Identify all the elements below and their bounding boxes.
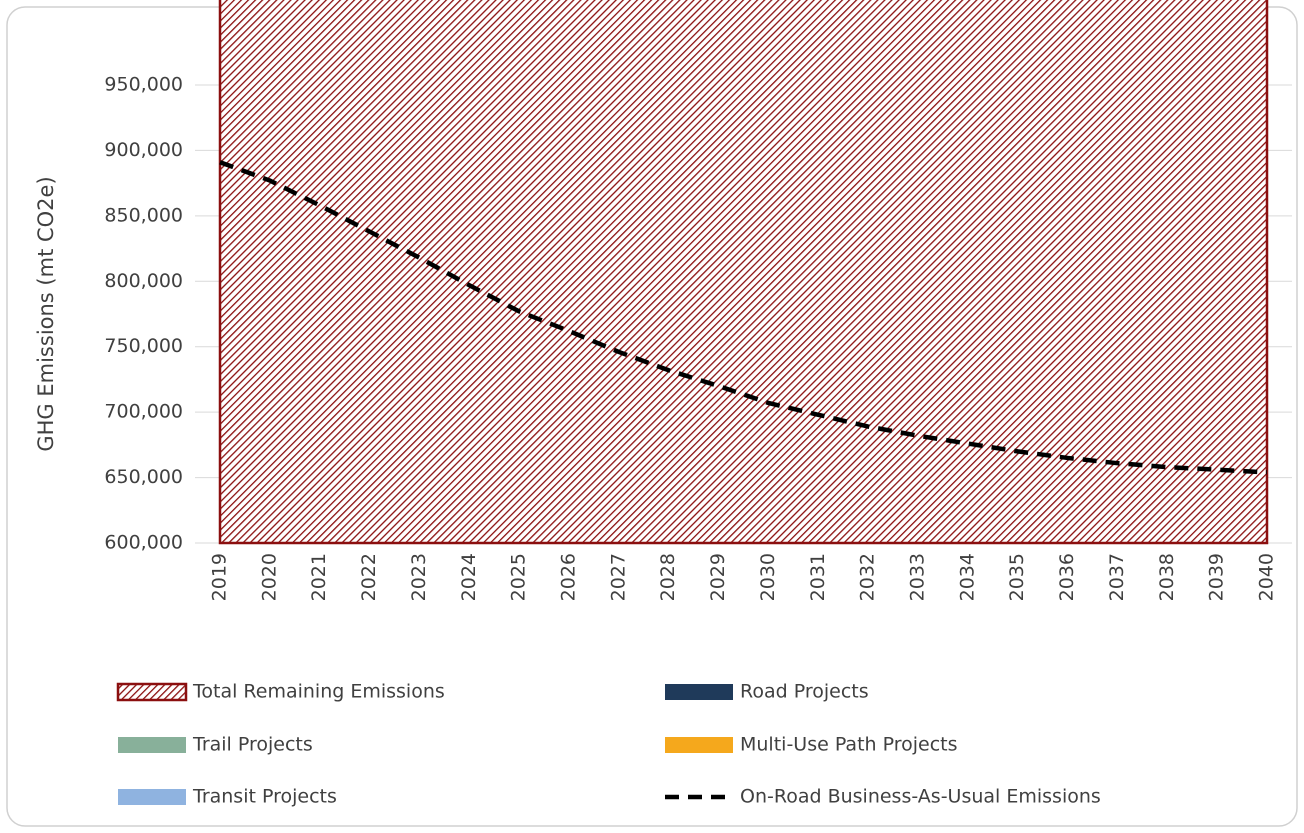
legend-label: Road Projects — [740, 681, 869, 703]
y-axis-title: GHG Emissions (mt CO2e) — [34, 176, 58, 451]
legend-swatch — [118, 737, 186, 753]
y-tick-label: 650,000 — [104, 466, 183, 488]
x-tick-label: 2040 — [1256, 553, 1278, 601]
line-5 — [219, 160, 1268, 475]
x-tick-label: 2032 — [857, 553, 879, 601]
x-tick-label: 2037 — [1106, 553, 1128, 601]
area-0 — [218, 0, 1269, 545]
x-tick-label: 2020 — [258, 553, 280, 601]
x-tick-label: 2023 — [408, 553, 430, 601]
legend-label: Total Remaining Emissions — [192, 681, 445, 703]
legend-swatch — [665, 737, 733, 753]
y-tick-label: 900,000 — [104, 139, 183, 161]
x-tick-label: 2026 — [558, 553, 580, 601]
legend-label: On-Road Business-As-Usual Emissions — [740, 786, 1101, 808]
x-tick-label: 2033 — [907, 553, 929, 601]
x-tick-label: 2036 — [1056, 553, 1078, 601]
y-tick-label: 700,000 — [104, 401, 183, 423]
y-tick-label: 850,000 — [104, 204, 183, 226]
x-tick-label: 2022 — [358, 553, 380, 601]
legend-label: Transit Projects — [192, 786, 337, 808]
x-tick-label: 2034 — [956, 553, 978, 601]
x-tick-label: 2031 — [807, 553, 829, 601]
x-tick-label: 2024 — [458, 553, 480, 601]
x-tick-label: 2025 — [508, 553, 530, 601]
legend-label: Trail Projects — [192, 734, 313, 756]
x-tick-label: 2039 — [1206, 553, 1228, 601]
x-tick-label: 2019 — [209, 553, 231, 601]
y-tick-label: 600,000 — [104, 532, 183, 554]
x-tick-label: 2038 — [1156, 553, 1178, 601]
x-tick-label: 2021 — [308, 553, 330, 601]
x-tick-label: 2028 — [657, 553, 679, 601]
y-tick-label: 800,000 — [104, 270, 183, 292]
legend-label: Multi-Use Path Projects — [740, 734, 958, 756]
x-tick-label: 2035 — [1006, 553, 1028, 601]
legend-swatch — [116, 682, 188, 702]
legend-swatch — [665, 684, 733, 700]
legend-swatch — [118, 789, 186, 805]
y-tick-label: 950,000 — [104, 74, 183, 96]
y-tick-label: 750,000 — [104, 335, 183, 357]
x-tick-label: 2027 — [607, 553, 629, 601]
x-tick-label: 2030 — [757, 553, 779, 601]
x-tick-label: 2029 — [707, 553, 729, 601]
